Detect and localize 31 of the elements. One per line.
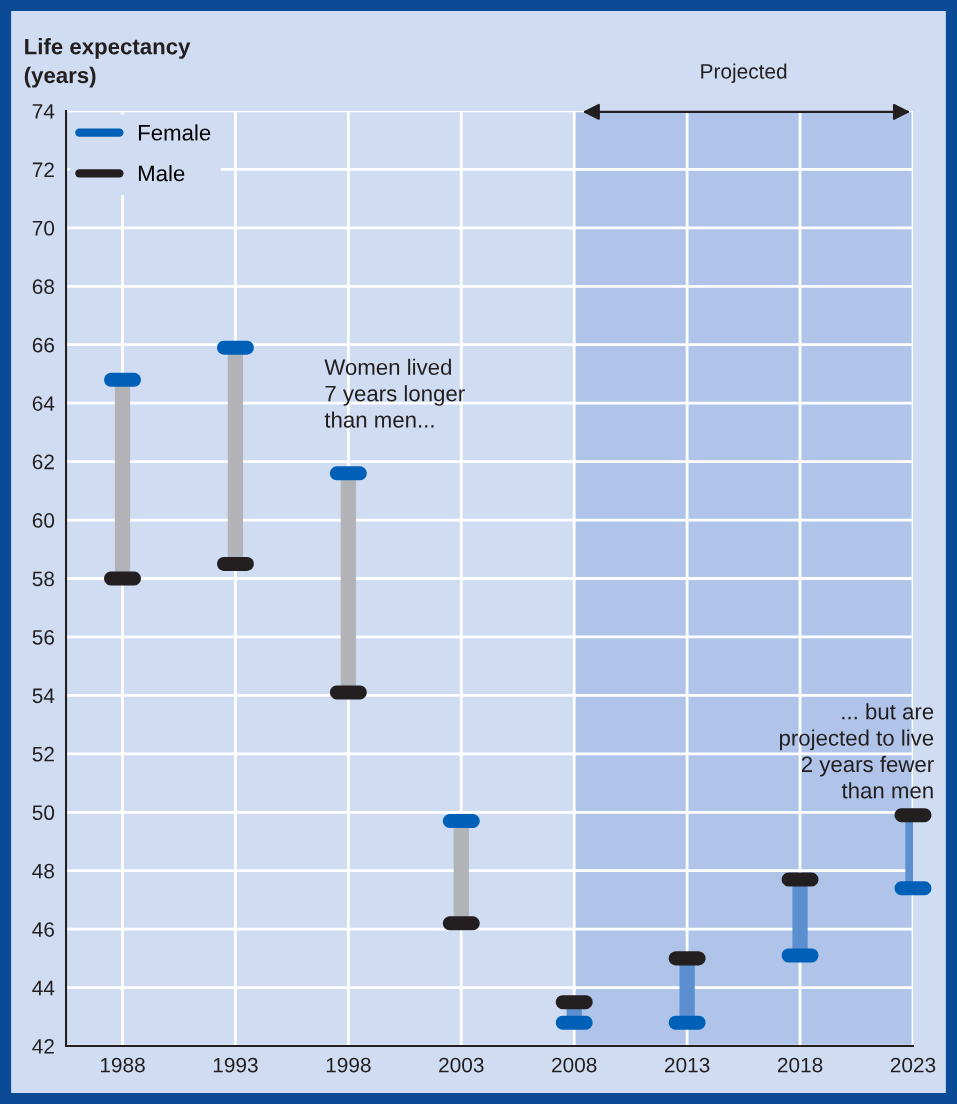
- x-tick-label: 2023: [890, 1057, 936, 1073]
- x-tick-label: 1998: [326, 1057, 371, 1073]
- x-tick-label: 2018: [777, 1057, 823, 1073]
- x-tick-label: 2003: [439, 1057, 484, 1073]
- y-tick-label: 42: [32, 1039, 54, 1054]
- y-tick-label: 74: [32, 104, 55, 119]
- y-tick-label: 54: [32, 688, 55, 704]
- y-tick-label: 62: [32, 454, 54, 470]
- legend-label: Female: [138, 124, 211, 141]
- y-tick-label: 50: [32, 805, 55, 821]
- y-tick-label: 58: [32, 571, 55, 587]
- y-tick-label: 68: [32, 279, 55, 295]
- y-tick-label: 60: [32, 513, 55, 528]
- y-axis-title: Life expectancy (years): [24, 38, 191, 88]
- y-tick-label: 56: [32, 629, 55, 645]
- y-tick-label: 64: [32, 396, 55, 411]
- band-label: Projected: [701, 63, 787, 83]
- x-tick-label: 1988: [100, 1057, 145, 1073]
- annotation: ... but are projected to live 2 years fewer than men: [779, 703, 934, 799]
- x-tick-label: 2008: [552, 1057, 597, 1073]
- legend-label: Male: [138, 165, 185, 182]
- x-tick-label: 2013: [665, 1057, 710, 1073]
- y-tick-label: 70: [32, 220, 55, 236]
- annotation: Women lived 7 years longer than men...: [324, 358, 465, 428]
- y-tick-label: 46: [32, 922, 55, 937]
- y-tick-label: 48: [32, 863, 55, 879]
- x-tick-label: 1993: [213, 1057, 258, 1073]
- y-tick-label: 52: [32, 746, 54, 762]
- y-tick-label: 72: [32, 162, 54, 177]
- y-tick-label: 44: [32, 980, 55, 996]
- y-tick-label: 66: [32, 337, 55, 353]
